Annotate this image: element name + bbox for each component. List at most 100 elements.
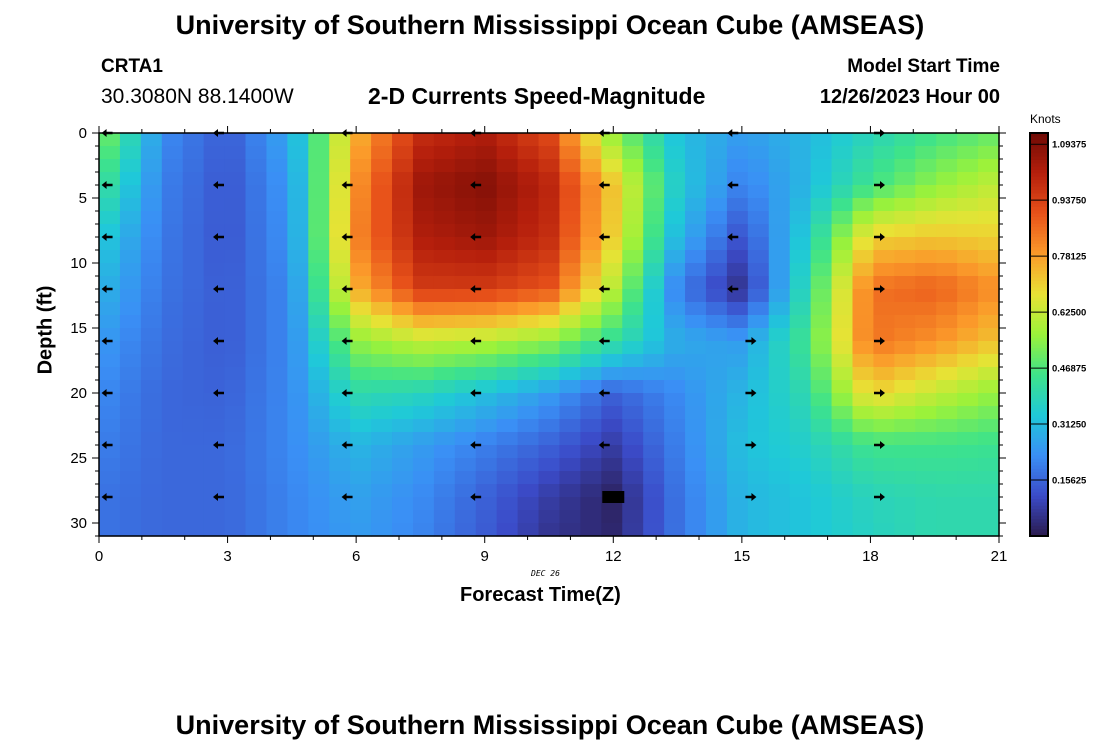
heatmap-cell (371, 523, 393, 537)
heatmap-cell (203, 419, 226, 433)
heatmap-cell (852, 315, 875, 329)
heatmap-cell (747, 432, 770, 446)
heatmap-cell (412, 393, 435, 407)
heatmap-cell (412, 471, 435, 485)
heatmap-cell (99, 393, 121, 407)
colorbar-segment (1030, 361, 1048, 366)
y-tick-label: 25 (70, 450, 87, 467)
heatmap-cell (978, 341, 1000, 355)
heatmap-cell (726, 497, 749, 511)
current-vector-arrow (341, 389, 353, 397)
heatmap-cell (329, 302, 351, 316)
heatmap-cell (978, 302, 1000, 316)
heatmap-cell (601, 315, 623, 329)
heatmap-cell (978, 484, 1000, 498)
heatmap-cell (475, 159, 498, 173)
heatmap-cell (161, 380, 184, 394)
x-tick-label: 12 (605, 548, 622, 565)
heatmap-cell (308, 367, 330, 381)
heatmap-cell (894, 302, 916, 316)
heatmap-cell (936, 185, 958, 199)
heatmap-cell (664, 341, 686, 355)
heatmap-cell (433, 224, 456, 238)
heatmap-cell (203, 185, 226, 199)
heatmap-cell (747, 211, 770, 225)
heatmap-cell (601, 276, 623, 290)
heatmap-cell (517, 484, 540, 498)
heatmap-cell (726, 224, 749, 238)
heatmap-cell (936, 198, 958, 212)
heatmap-cell (726, 237, 749, 251)
heatmap-cell (915, 523, 937, 537)
heatmap-cell (936, 302, 958, 316)
heatmap-cell (224, 289, 247, 303)
heatmap-cell (412, 419, 435, 433)
heatmap-cell (768, 523, 791, 537)
heatmap-cell (810, 471, 833, 485)
heatmap-cell (140, 523, 163, 537)
heatmap-cell (266, 406, 288, 420)
heatmap-cell (161, 159, 184, 173)
heatmap-cell (978, 367, 1000, 381)
heatmap-cell (140, 471, 163, 485)
colorbar-segment (1030, 186, 1048, 191)
heatmap-cell (873, 471, 895, 485)
heatmap-cell (245, 211, 268, 225)
heatmap-cell (329, 133, 351, 147)
heatmap-cell (371, 133, 393, 147)
heatmap-cell (747, 484, 770, 498)
heatmap-cell (203, 159, 226, 173)
heatmap-cell (245, 224, 268, 238)
heatmap-cell (329, 211, 351, 225)
heatmap-cell (810, 393, 833, 407)
heatmap-cell (705, 523, 728, 537)
heatmap-cell (936, 159, 958, 173)
heatmap-cell (496, 263, 519, 277)
heatmap-cell (747, 523, 770, 537)
heatmap-cell (350, 497, 372, 511)
heatmap-cell (203, 354, 226, 368)
heatmap-cell (245, 328, 268, 342)
heatmap-cell (852, 458, 875, 472)
colorbar-segment (1030, 354, 1048, 359)
colorbar-segment (1030, 280, 1048, 285)
heatmap-cell (454, 198, 477, 212)
heatmap-cell (308, 159, 330, 173)
heatmap-cell (517, 406, 540, 420)
heatmap-cell (161, 237, 184, 251)
heatmap-cell (643, 198, 665, 212)
heatmap-cell (475, 341, 498, 355)
heatmap-cell (601, 406, 623, 420)
heatmap-cell (496, 198, 519, 212)
heatmap-cell (266, 276, 288, 290)
heatmap-cell (140, 198, 163, 212)
current-vector-arrow (101, 493, 113, 501)
heatmap-cell (894, 185, 916, 199)
heatmap-cell (203, 523, 226, 537)
colorbar-segment (1030, 193, 1048, 198)
heatmap-cell (287, 133, 309, 147)
heatmap-cell (831, 393, 854, 407)
heatmap-cell (371, 172, 393, 186)
heatmap-cell (643, 159, 665, 173)
heatmap-cell (454, 341, 477, 355)
heatmap-cell (392, 328, 414, 342)
heatmap-cell (580, 445, 602, 459)
heatmap-cell (224, 393, 247, 407)
heatmap-cell (957, 510, 979, 524)
heatmap-cell (371, 354, 393, 368)
x-tick-label: 15 (734, 548, 751, 565)
heatmap-cell (831, 458, 854, 472)
heatmap-cell (140, 237, 163, 251)
heatmap-cell (580, 237, 602, 251)
heatmap-cell (601, 354, 623, 368)
heatmap-cell (412, 250, 435, 264)
heatmap-cell (496, 471, 519, 485)
heatmap-cell (873, 510, 895, 524)
heatmap-cell (140, 445, 163, 459)
heatmap-cell (245, 393, 268, 407)
heatmap-cell (768, 406, 791, 420)
heatmap-cell (601, 224, 623, 238)
colorbar-segment (1030, 532, 1048, 537)
current-vector-arrow (598, 441, 610, 449)
